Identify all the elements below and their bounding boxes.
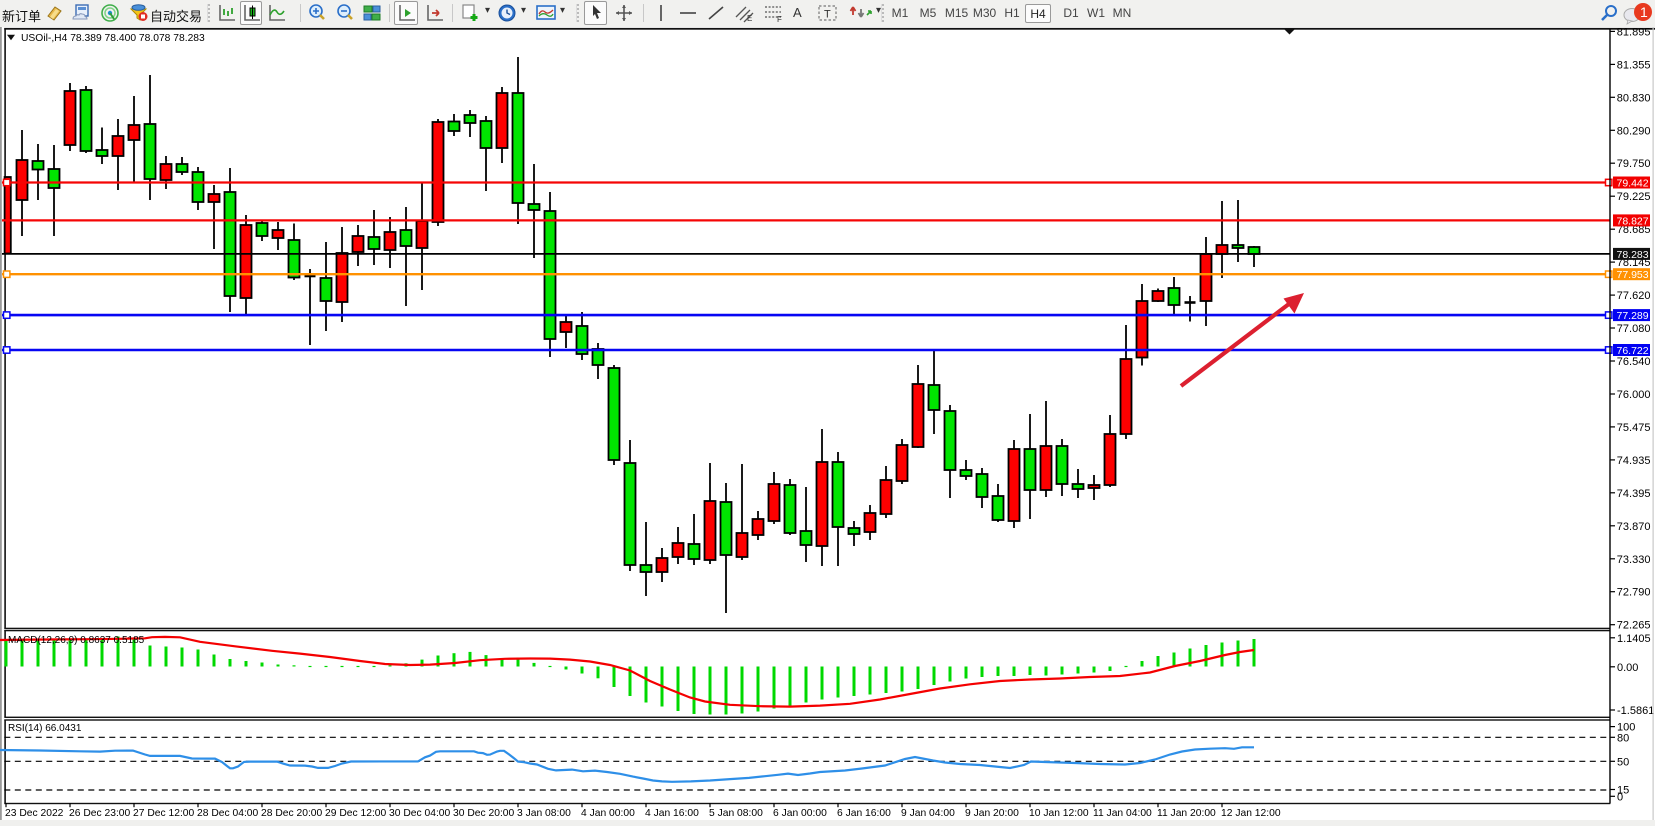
- svg-text:79.750: 79.750: [1617, 158, 1651, 170]
- svg-text:15: 15: [1617, 785, 1629, 797]
- svg-text:0.00: 0.00: [1617, 662, 1638, 674]
- svg-text:73.330: 73.330: [1617, 554, 1651, 566]
- svg-text:26 Dec 23:00: 26 Dec 23:00: [69, 808, 131, 819]
- svg-text:-1.5861: -1.5861: [1617, 705, 1654, 717]
- svg-text:23 Dec 2022: 23 Dec 2022: [5, 808, 64, 819]
- svg-text:81.895: 81.895: [1617, 26, 1651, 38]
- svg-text:73.870: 73.870: [1617, 521, 1651, 533]
- svg-text:80.830: 80.830: [1617, 92, 1651, 104]
- svg-text:4 Jan 16:00: 4 Jan 16:00: [645, 808, 699, 819]
- svg-text:74.935: 74.935: [1617, 455, 1651, 467]
- svg-text:T: T: [824, 9, 831, 21]
- svg-text:4 Jan 00:00: 4 Jan 00:00: [581, 808, 635, 819]
- svg-text:79.442: 79.442: [1617, 178, 1649, 190]
- svg-text:28 Dec 04:00: 28 Dec 04:00: [197, 808, 259, 819]
- svg-text:12 Jan 12:00: 12 Jan 12:00: [1221, 808, 1281, 819]
- svg-text:E: E: [747, 14, 752, 23]
- svg-text:RSI(14) 66.0431: RSI(14) 66.0431: [8, 723, 82, 734]
- svg-text:9 Jan 20:00: 9 Jan 20:00: [965, 808, 1019, 819]
- svg-text:77.080: 77.080: [1617, 323, 1651, 335]
- svg-text:1: 1: [1640, 4, 1648, 20]
- svg-text:6 Jan 00:00: 6 Jan 00:00: [773, 808, 827, 819]
- svg-text:100: 100: [1617, 722, 1635, 734]
- svg-text:28 Dec 20:00: 28 Dec 20:00: [261, 808, 323, 819]
- svg-text:3 Jan 08:00: 3 Jan 08:00: [517, 808, 571, 819]
- svg-text:50: 50: [1617, 756, 1629, 768]
- svg-text:80.290: 80.290: [1617, 125, 1651, 137]
- svg-text:27 Dec 12:00: 27 Dec 12:00: [133, 808, 195, 819]
- svg-text:30 Dec 04:00: 30 Dec 04:00: [389, 808, 451, 819]
- svg-text:11 Jan 04:00: 11 Jan 04:00: [1093, 808, 1152, 819]
- svg-text:F: F: [777, 15, 782, 23]
- svg-text:29 Dec 12:00: 29 Dec 12:00: [325, 808, 387, 819]
- svg-text:79.225: 79.225: [1617, 191, 1651, 203]
- svg-text:78.283: 78.283: [1617, 249, 1649, 261]
- svg-text:78.145: 78.145: [1617, 257, 1651, 269]
- svg-text:72.265: 72.265: [1617, 620, 1651, 632]
- svg-text:0: 0: [1617, 791, 1623, 803]
- svg-text:1.1405: 1.1405: [1617, 633, 1651, 645]
- svg-text:81.355: 81.355: [1617, 59, 1651, 71]
- svg-text:76.000: 76.000: [1617, 389, 1651, 401]
- svg-text:5 Jan 08:00: 5 Jan 08:00: [709, 808, 763, 819]
- svg-text:11 Jan 20:00: 11 Jan 20:00: [1157, 808, 1216, 819]
- svg-text:78.685: 78.685: [1617, 224, 1651, 236]
- svg-text:77.620: 77.620: [1617, 290, 1651, 302]
- svg-text:80: 80: [1617, 732, 1629, 744]
- svg-text:MACD(12,26,9) 0.8637 0.5185: MACD(12,26,9) 0.8637 0.5185: [8, 635, 145, 646]
- svg-text:72.790: 72.790: [1617, 587, 1651, 599]
- svg-text:74.395: 74.395: [1617, 488, 1651, 500]
- svg-text:6 Jan 16:00: 6 Jan 16:00: [837, 808, 891, 819]
- svg-text:9 Jan 04:00: 9 Jan 04:00: [901, 808, 955, 819]
- svg-text:77.953: 77.953: [1617, 269, 1649, 281]
- svg-text:75.475: 75.475: [1617, 422, 1651, 434]
- svg-text:77.289: 77.289: [1617, 310, 1649, 322]
- svg-text:30 Dec 20:00: 30 Dec 20:00: [453, 808, 515, 819]
- svg-text:76.540: 76.540: [1617, 356, 1651, 368]
- svg-text:USOil-,H4 78.389 78.400 78.07: USOil-,H4 78.389 78.400 78.078 78.283: [21, 33, 205, 44]
- svg-text:10 Jan 12:00: 10 Jan 12:00: [1029, 808, 1089, 819]
- svg-text:78.827: 78.827: [1617, 215, 1649, 227]
- svg-text:76.722: 76.722: [1617, 345, 1649, 357]
